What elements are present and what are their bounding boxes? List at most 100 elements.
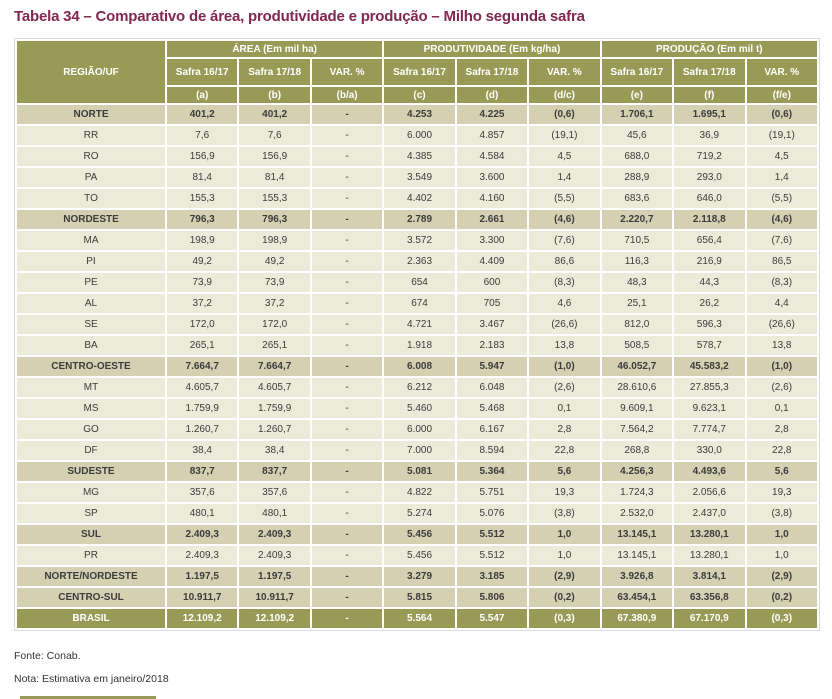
table-row: SP 480,1 480,1-5.274 5.076 (3,8) 2.532,0 2.437…: [17, 504, 817, 523]
region-label-cell: GO: [17, 420, 165, 439]
value-cell: 1.197,5: [239, 567, 310, 586]
value-cell: -: [311, 210, 383, 229]
value-cell: (2,9): [529, 567, 600, 586]
value-cell: -: [311, 441, 383, 460]
table-row: SUDESTE 837,7 837,7-5.081 5.364 5,6 4.256,3 4.…: [17, 462, 817, 481]
value-cell: 5.081: [384, 462, 455, 481]
value-cell: 86,5: [746, 252, 817, 271]
value-cell: 2.409,3: [167, 546, 238, 565]
value-cell: (8,3): [746, 273, 817, 292]
value-cell: (26,6): [529, 315, 600, 334]
value-cell: (5,5): [746, 189, 817, 208]
value-cell: 5.512: [456, 525, 528, 544]
value-cell: 73,9: [239, 273, 310, 292]
value-cell: 9.623,1: [674, 399, 745, 418]
region-label-cell: PI: [17, 252, 165, 271]
value-cell: 81,4: [167, 168, 238, 187]
safra-column-header: Safra 17/18: [456, 59, 528, 85]
value-cell: 4,5: [746, 147, 817, 166]
value-cell: (7,6): [746, 231, 817, 250]
table-title: Tabela 34 – Comparativo de área, produti…: [14, 8, 585, 25]
value-cell: 172,0: [239, 315, 310, 334]
value-cell: 172,0: [167, 315, 238, 334]
table-row: NORDESTE 796,3 796,3-2.789 2.661 (4,6) 2.220,…: [17, 210, 817, 229]
value-cell: 5.564: [384, 609, 455, 628]
value-cell: 3.926,8: [601, 567, 673, 586]
value-cell: (3,8): [529, 504, 600, 523]
region-label-cell: MT: [17, 378, 165, 397]
value-cell: 1.695,1: [674, 105, 745, 124]
value-cell: 705: [456, 294, 528, 313]
value-cell: 5.547: [456, 609, 528, 628]
table-row: BA 265,1 265,1-1.918 2.183 13,8 508,5 578,7 13,…: [17, 336, 817, 355]
value-cell: 4.409: [456, 252, 528, 271]
value-cell: 198,9: [239, 231, 310, 250]
value-cell: 3.549: [384, 168, 455, 187]
value-cell: -: [311, 231, 383, 250]
value-cell: -: [311, 315, 383, 334]
value-cell: 45,6: [601, 126, 673, 145]
formula-letter-header: (a): [167, 87, 238, 103]
value-cell: 13.145,1: [601, 546, 673, 565]
value-cell: 6.048: [456, 378, 528, 397]
value-cell: 46.052,7: [601, 357, 673, 376]
value-cell: -: [311, 546, 383, 565]
value-cell: -: [311, 420, 383, 439]
region-label-cell: CENTRO-OESTE: [17, 357, 165, 376]
value-cell: 2.118,8: [674, 210, 745, 229]
region-label-cell: TO: [17, 189, 165, 208]
value-cell: 4.605,7: [167, 378, 238, 397]
safra-column-header: VAR. %: [311, 59, 383, 85]
value-cell: (8,3): [529, 273, 600, 292]
value-cell: 5.468: [456, 399, 528, 418]
value-cell: 10.911,7: [239, 588, 310, 607]
safra-column-header: Safra 17/18: [239, 59, 310, 85]
value-cell: 73,9: [167, 273, 238, 292]
value-cell: 6.167: [456, 420, 528, 439]
value-cell: 5.512: [456, 546, 528, 565]
value-cell: 9.609,1: [601, 399, 673, 418]
value-cell: 5,6: [529, 462, 600, 481]
value-cell: 2.437,0: [674, 504, 745, 523]
value-cell: 156,9: [167, 147, 238, 166]
value-cell: 6.000: [384, 420, 455, 439]
value-cell: 357,6: [167, 483, 238, 502]
value-cell: -: [311, 357, 383, 376]
value-cell: 837,7: [239, 462, 310, 481]
value-cell: 2.789: [384, 210, 455, 229]
next-table-edge: [20, 696, 156, 699]
value-cell: 10.911,7: [167, 588, 238, 607]
region-label-cell: SUL: [17, 525, 165, 544]
value-cell: 0,1: [746, 399, 817, 418]
value-cell: 5.076: [456, 504, 528, 523]
safra-column-header: VAR. %: [529, 59, 600, 85]
value-cell: 4.584: [456, 147, 528, 166]
value-cell: 1,0: [746, 546, 817, 565]
value-cell: 4,5: [529, 147, 600, 166]
value-cell: (19,1): [746, 126, 817, 145]
value-cell: 38,4: [239, 441, 310, 460]
value-cell: 656,4: [674, 231, 745, 250]
value-cell: 38,4: [167, 441, 238, 460]
region-label-cell: PR: [17, 546, 165, 565]
value-cell: 4.160: [456, 189, 528, 208]
formula-letter-header: (d): [456, 87, 528, 103]
value-cell: 480,1: [167, 504, 238, 523]
value-cell: 796,3: [239, 210, 310, 229]
value-cell: -: [311, 273, 383, 292]
estimate-note: Nota: Estimativa em janeiro/2018: [14, 673, 169, 685]
value-cell: -: [311, 399, 383, 418]
value-cell: 26,2: [674, 294, 745, 313]
value-cell: 6.212: [384, 378, 455, 397]
value-cell: 2.183: [456, 336, 528, 355]
value-cell: 5.460: [384, 399, 455, 418]
value-cell: 1.260,7: [167, 420, 238, 439]
table-row: CENTRO-OESTE 7.664,7 7.664,7-6.008 5.947 (1,…: [17, 357, 817, 376]
value-cell: 1,0: [529, 546, 600, 565]
value-cell: -: [311, 378, 383, 397]
table-row: PE 73,9 73,9-654 600 (8,3) 48,3 44,3 (8,3): [17, 273, 817, 292]
value-cell: 63.356,8: [674, 588, 745, 607]
value-cell: 654: [384, 273, 455, 292]
value-cell: 710,5: [601, 231, 673, 250]
